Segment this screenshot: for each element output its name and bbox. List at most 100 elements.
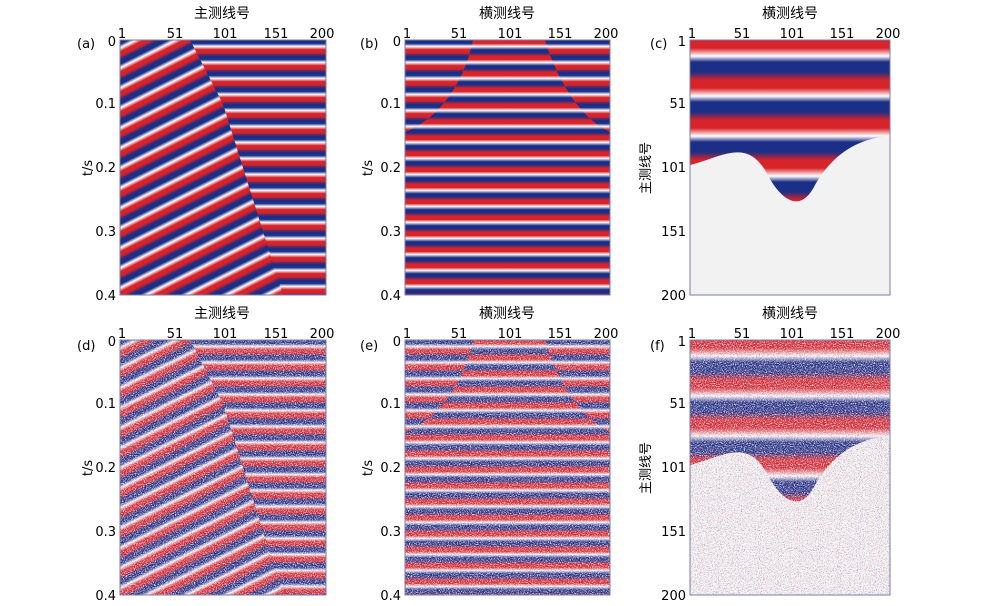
x-tick: 101 — [213, 27, 238, 42]
panel-a-side-label: t/s — [81, 160, 96, 176]
panel-f — [690, 340, 890, 595]
y-tick: 0.1 — [380, 397, 401, 412]
x-tick: 151 — [548, 327, 573, 342]
x-ticks-c: 1 51 101 151 200 — [688, 27, 901, 42]
x-tick: 1 — [403, 327, 411, 342]
y-tick: 0 — [393, 35, 401, 50]
x-tick: 1 — [118, 27, 126, 42]
panel-e-label: (e) — [360, 339, 378, 354]
y-tick: 0.3 — [380, 225, 401, 240]
panel-e — [405, 340, 610, 595]
y-tick: 0.2 — [380, 161, 401, 176]
panel-a-label: (a) — [77, 37, 95, 52]
x-ticks-e: 1 51 101 151 200 — [403, 327, 619, 342]
panel-a — [120, 40, 326, 295]
x-tick: 51 — [451, 27, 468, 42]
y-tick: 0.1 — [95, 397, 116, 412]
x-tick: 101 — [213, 327, 238, 342]
x-tick: 101 — [498, 27, 523, 42]
panel-c-title: 横测线号 — [762, 6, 818, 22]
x-tick: 200 — [594, 27, 619, 42]
y-ticks-d: 0 0.1 0.2 0.3 0.4 — [95, 335, 116, 604]
y-tick: 0.4 — [95, 589, 116, 604]
frame-d — [119, 339, 327, 596]
frame-a — [119, 39, 327, 296]
panel-c-side-label: 主测线号 — [639, 142, 654, 194]
y-tick: 101 — [661, 461, 686, 476]
y-tick: 151 — [661, 525, 686, 540]
x-tick: 51 — [167, 27, 184, 42]
x-tick: 151 — [264, 27, 289, 42]
panel-c — [690, 40, 890, 295]
x-tick: 101 — [780, 27, 805, 42]
panel-d — [120, 340, 326, 595]
panel-b-side-label: t/s — [361, 160, 376, 176]
x-tick: 101 — [498, 327, 523, 342]
y-tick: 151 — [661, 225, 686, 240]
panel-a-title: 主测线号 — [194, 6, 250, 22]
x-tick: 200 — [876, 27, 901, 42]
x-tick: 51 — [734, 27, 751, 42]
y-ticks-f: 1 51 101 151 200 — [661, 335, 686, 604]
y-tick: 200 — [661, 289, 686, 304]
panel-b-title: 横测线号 — [479, 6, 535, 22]
panel-e-title: 横测线号 — [479, 306, 535, 322]
panel-f-title: 横测线号 — [762, 306, 818, 322]
y-ticks-e: 0 0.1 0.2 0.3 0.4 — [380, 335, 401, 604]
x-ticks-b: 1 51 101 151 200 — [403, 27, 619, 42]
y-tick: 0 — [108, 35, 116, 50]
x-tick: 200 — [876, 327, 901, 342]
y-tick: 0.4 — [95, 289, 116, 304]
x-tick: 51 — [167, 327, 184, 342]
x-ticks-f: 1 51 101 151 200 — [688, 327, 901, 342]
y-tick: 0.4 — [380, 589, 401, 604]
y-tick: 0.3 — [95, 225, 116, 240]
noise-red — [405, 340, 610, 595]
y-tick: 0.2 — [380, 461, 401, 476]
y-ticks-a: 0 0.1 0.2 0.3 0.4 — [95, 35, 116, 304]
y-tick: 51 — [669, 397, 686, 412]
x-ticks-a: 1 51 101 151 200 — [118, 27, 335, 42]
x-tick: 1 — [403, 27, 411, 42]
y-tick: 0.1 — [95, 97, 116, 112]
x-tick: 200 — [310, 27, 335, 42]
dipping-events — [120, 40, 283, 295]
x-tick: 1 — [118, 327, 126, 342]
y-tick: 0.1 — [380, 97, 401, 112]
x-tick: 151 — [830, 327, 855, 342]
noise-red — [120, 340, 326, 595]
x-tick: 200 — [310, 327, 335, 342]
x-tick: 1 — [688, 327, 696, 342]
y-tick: 0 — [108, 335, 116, 350]
x-tick: 151 — [548, 27, 573, 42]
x-tick: 51 — [734, 327, 751, 342]
y-tick: 0.4 — [380, 289, 401, 304]
y-ticks-b: 0 0.1 0.2 0.3 0.4 — [380, 35, 401, 304]
frame-c — [689, 39, 891, 296]
frame-e — [404, 339, 611, 596]
y-tick: 1 — [678, 335, 686, 350]
y-tick: 0 — [393, 335, 401, 350]
x-tick: 151 — [830, 27, 855, 42]
blank-region — [690, 136, 890, 295]
x-tick: 1 — [688, 27, 696, 42]
panel-d-label: (d) — [77, 339, 95, 354]
x-tick: 151 — [264, 327, 289, 342]
frame-b — [404, 39, 611, 296]
panel-e-side-label: t/s — [361, 460, 376, 476]
x-tick: 101 — [780, 327, 805, 342]
x-tick: 200 — [594, 327, 619, 342]
noise-red — [690, 340, 890, 595]
y-tick: 101 — [661, 161, 686, 176]
y-tick: 0.2 — [95, 461, 116, 476]
panel-b — [405, 40, 610, 295]
y-tick: 51 — [669, 97, 686, 112]
y-tick: 0.3 — [95, 525, 116, 540]
frame-f — [689, 339, 891, 596]
panel-f-label: (f) — [650, 339, 665, 354]
panel-b-label: (b) — [360, 37, 378, 52]
y-ticks-c: 1 51 101 151 200 — [661, 35, 686, 304]
panel-f-side-label: 主测线号 — [639, 442, 654, 494]
y-tick: 0.3 — [380, 525, 401, 540]
